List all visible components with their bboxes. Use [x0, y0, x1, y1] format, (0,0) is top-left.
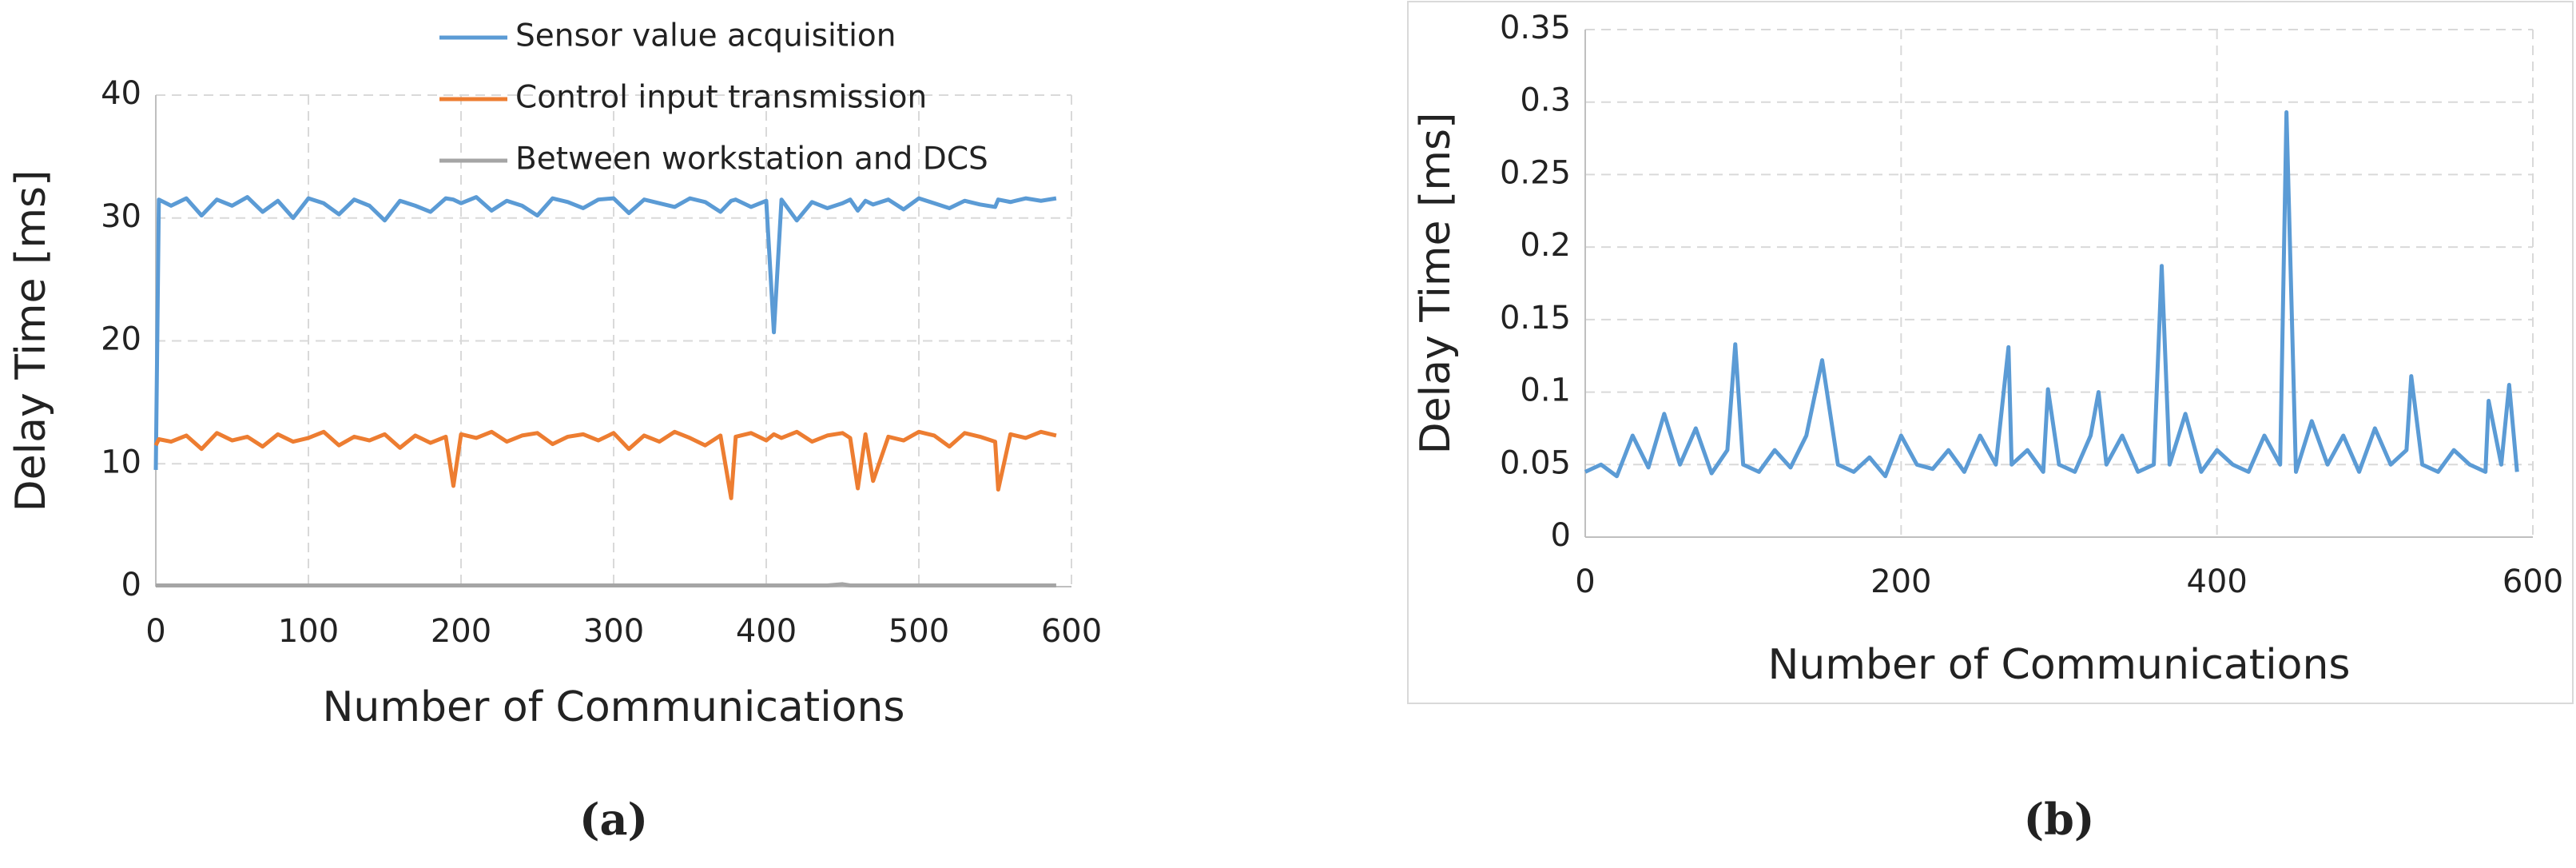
y-axis-title: Delay Time [ms] — [7, 170, 55, 512]
panel-caption: (b) — [2024, 794, 2095, 845]
x-axis-title: Number of Communications — [1767, 641, 2350, 689]
x-tick-label: 500 — [888, 613, 949, 650]
legend-label: Between workstation and DCS — [515, 141, 988, 177]
x-tick-label: 0 — [145, 613, 165, 650]
panel-frame — [1407, 1, 2574, 704]
y-tick-label: 0.2 — [1520, 227, 1571, 264]
y-tick-label: 0.1 — [1520, 372, 1571, 409]
legend-label: Control input transmission — [515, 80, 927, 116]
x-tick-label: 100 — [278, 613, 339, 650]
y-tick-label: 20 — [101, 321, 141, 358]
y-axis-title: Delay Time [ms] — [1412, 113, 1460, 455]
y-tick-label: 30 — [101, 198, 141, 235]
y-tick-label: 0.25 — [1500, 154, 1571, 191]
y-tick-label: 0.15 — [1500, 300, 1571, 336]
data-line — [153, 429, 1057, 500]
data-line — [156, 582, 1056, 587]
x-tick-label: 300 — [583, 613, 644, 650]
x-tick-label: 200 — [431, 613, 491, 650]
y-tick-label: 10 — [101, 444, 141, 480]
panel-caption: (a) — [579, 794, 648, 845]
y-tick-label: 0 — [1551, 517, 1571, 554]
x-axis-title: Number of Communications — [322, 683, 904, 731]
x-tick-label: 400 — [736, 613, 797, 650]
data-line — [153, 195, 1057, 470]
legend-label: Sensor value acquisition — [515, 18, 896, 54]
x-tick-label: 200 — [1870, 563, 1931, 600]
x-tick-label: 600 — [1041, 613, 1102, 650]
y-tick-label: 0.3 — [1520, 82, 1571, 119]
x-tick-label: 0 — [1575, 563, 1595, 600]
x-tick-label: 600 — [2502, 563, 2563, 600]
y-tick-label: 0 — [121, 567, 141, 603]
y-tick-label: 40 — [101, 75, 141, 112]
x-tick-label: 400 — [2186, 563, 2247, 600]
data-line — [1584, 109, 2519, 479]
y-tick-label: 0.35 — [1500, 10, 1571, 46]
y-tick-label: 0.05 — [1500, 444, 1571, 481]
